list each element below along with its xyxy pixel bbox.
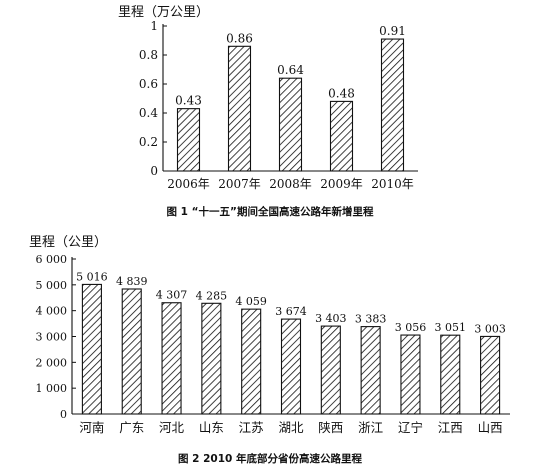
c1-bar bbox=[227, 45, 252, 172]
chart1-x-tick-labels: 2006年 2007年 2008年 2009年 2010年 bbox=[167, 177, 414, 191]
chart2-y-ticks: 0 1 000 2 000 3 000 4 000 5 000 6 000 bbox=[36, 253, 76, 421]
c1-value-label: 0.43 bbox=[175, 94, 202, 108]
c1-x-tick-label: 2007年 bbox=[218, 177, 261, 191]
c2-x-tick-label: 江苏 bbox=[239, 420, 264, 435]
c2-value-label: 3 051 bbox=[435, 321, 467, 334]
c2-x-tick-label: 湖北 bbox=[278, 420, 304, 435]
chart1-bars bbox=[176, 38, 405, 172]
c2-value-label: 3 383 bbox=[355, 313, 387, 326]
c2-value-label: 3 674 bbox=[275, 305, 307, 318]
c1-y-tick-label: 0 bbox=[150, 164, 158, 178]
c2-bar bbox=[81, 283, 102, 415]
chart2-x-tick-labels: 河南 广东 河北 山东 江苏 湖北 陕西 浙江 辽宁 江西 山西 bbox=[79, 420, 502, 435]
c1-value-label: 0.91 bbox=[379, 24, 406, 38]
c1-y-tick-label: 1 bbox=[150, 19, 158, 33]
c2-value-label: 5 016 bbox=[76, 270, 108, 283]
c2-y-tick-label: 5 000 bbox=[36, 279, 68, 292]
c1-value-label: 0.86 bbox=[226, 31, 253, 45]
c1-x-tick-label: 2009年 bbox=[320, 177, 363, 191]
c2-x-tick-label: 河北 bbox=[159, 420, 185, 435]
c2-y-tick-label: 3 000 bbox=[36, 331, 68, 344]
c2-y-tick-label: 4 000 bbox=[36, 305, 68, 318]
c2-x-tick-label: 广东 bbox=[119, 420, 144, 435]
c2-bar bbox=[480, 335, 501, 415]
chart2-caption: 图 2 2010 年底部分省份高速公路里程 bbox=[178, 452, 362, 465]
c2-bar bbox=[360, 326, 381, 415]
c2-value-label: 4 307 bbox=[156, 289, 188, 302]
c2-bar bbox=[241, 308, 262, 415]
c2-x-tick-label: 浙江 bbox=[358, 420, 383, 435]
c2-value-label: 4 285 bbox=[196, 289, 228, 302]
c2-x-tick-label: 江西 bbox=[438, 420, 463, 435]
chart1-caption: 图 1 “十一五”期间全国高速公路年新增里程 bbox=[167, 205, 374, 218]
c2-value-label: 4 059 bbox=[235, 295, 267, 308]
c2-x-tick-label: 山西 bbox=[478, 420, 503, 435]
c2-value-label: 3 056 bbox=[395, 321, 427, 334]
c2-y-tick-label: 6 000 bbox=[36, 253, 68, 266]
c1-y-tick-label: 0.6 bbox=[139, 77, 158, 91]
c1-value-label: 0.64 bbox=[277, 63, 304, 77]
c2-bar bbox=[121, 288, 142, 415]
chart2-bars bbox=[81, 283, 501, 415]
c1-x-tick-label: 2006年 bbox=[167, 177, 210, 191]
chart-annual-new-mileage: 里程（万公里） 00.20.40.60.81 0.430.860.640.480… bbox=[118, 5, 418, 218]
c2-value-label: 3 003 bbox=[474, 322, 506, 335]
c2-bar bbox=[161, 302, 182, 415]
chart2-value-labels: 5 016 4 839 4 307 4 285 4 059 3 674 3 403 3 383… bbox=[76, 270, 506, 335]
c2-x-tick-label: 山东 bbox=[199, 420, 224, 435]
c2-x-tick-label: 河南 bbox=[79, 420, 104, 435]
chart2-y-axis-label: 里程（公里） bbox=[29, 235, 107, 250]
chart1-y-ticks: 0 0.2 0.4 0.6 0.8 1 bbox=[139, 19, 167, 178]
c2-y-tick-label: 1 000 bbox=[36, 382, 68, 395]
c2-x-tick-label: 辽宁 bbox=[398, 420, 423, 435]
c1-value-label: 0.48 bbox=[328, 86, 355, 100]
c2-y-tick-label: 2 000 bbox=[36, 356, 68, 369]
c2-bar bbox=[201, 302, 222, 415]
c1-x-tick-label: 2010年 bbox=[371, 177, 414, 191]
c2-bar bbox=[440, 334, 461, 415]
chart-province-mileage: 里程（公里） 0 1 000 2 000 3 000 4 000 5 000 6 000 5… bbox=[29, 235, 510, 465]
chart1-value-labels: 0.43 0.86 0.64 0.48 0.91 bbox=[175, 24, 406, 108]
c2-bar bbox=[400, 334, 421, 415]
c2-y-tick-label: 0 bbox=[60, 408, 67, 421]
c1-y-tick-label: 0.8 bbox=[139, 48, 158, 62]
c1-y-tick-label: 0.2 bbox=[139, 135, 158, 149]
c1-x-tick-label: 2008年 bbox=[269, 177, 312, 191]
c1-bar bbox=[176, 108, 201, 172]
c1-bar bbox=[278, 77, 303, 172]
c1-bar bbox=[329, 100, 354, 172]
chart1-y-axis-label: 里程（万公里） bbox=[118, 5, 209, 20]
c2-value-label: 4 839 bbox=[116, 275, 148, 288]
c2-bar bbox=[280, 318, 302, 415]
c1-y-tick-label: 0.4 bbox=[139, 106, 158, 120]
c2-bar bbox=[320, 325, 341, 415]
c2-x-tick-label: 陕西 bbox=[318, 420, 343, 435]
c2-value-label: 3 403 bbox=[315, 312, 347, 325]
c1-bar bbox=[380, 38, 405, 172]
